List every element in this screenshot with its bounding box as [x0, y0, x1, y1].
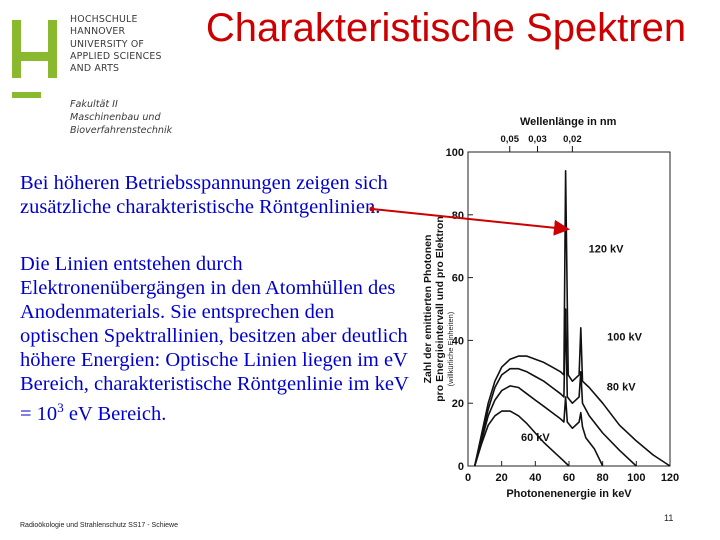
series-curve — [473, 170, 671, 467]
x-tick-label: 60 — [563, 472, 575, 484]
paragraph-intro: Bei höheren Betriebsspannungen zeigen si… — [20, 172, 388, 218]
x-tick-label: 80 — [597, 472, 609, 484]
y-axis-label-line1: Zahl der emittierten Photonen — [422, 235, 434, 384]
top-tick-label: 0,05 — [500, 134, 519, 145]
series-curve — [473, 410, 570, 467]
paragraph-tail: eV Bereich. — [63, 402, 167, 425]
y-tick-label: 20 — [452, 398, 464, 410]
logo-line: HANNOVER — [70, 26, 126, 38]
logo-h-mark — [12, 20, 57, 98]
series-label: 100 kV — [607, 331, 643, 343]
faculty-line: Bioverfahrenstechnik — [70, 125, 173, 136]
y-axis-label-note: (willkürliche Einheiten) — [446, 311, 455, 386]
x-tick-label: 20 — [496, 472, 508, 484]
logo-line: AND ARTS — [70, 63, 120, 75]
x-tick-label: 40 — [529, 472, 541, 484]
logo-line: UNIVERSITY OF — [70, 38, 145, 50]
y-tick-label: 100 — [446, 147, 464, 159]
series-label: 80 kV — [607, 382, 636, 394]
faculty-line: Fakultät II — [70, 99, 118, 110]
series-curve — [473, 308, 637, 467]
x-tick-label: 0 — [465, 472, 471, 484]
x-tick-label: 120 — [661, 472, 679, 484]
exponent: 3 — [57, 400, 64, 415]
top-tick-label: 0,03 — [528, 134, 547, 145]
page-number: 11 — [664, 513, 674, 523]
paragraph-explanation: Die Linien entstehen durch Elektronenübe… — [20, 252, 415, 426]
y-tick-label: 0 — [458, 461, 464, 473]
university-logo: HOCHSCHULE HANNOVER UNIVERSITY OF APPLIE… — [6, 8, 176, 138]
series-label: 60 kV — [521, 432, 550, 444]
slide-title: Charakteristische Spektren — [205, 6, 687, 50]
y-tick-label: 40 — [452, 335, 464, 347]
x-axis-label: Photonenenergie in keV — [506, 488, 632, 500]
xray-spectrum-chart: Wellenlänge in nm0,05 0,03 0,02 0 20 40 60 80 10… — [422, 116, 679, 500]
series-label: 120 kV — [589, 243, 625, 255]
paragraph-main: Die Linien entstehen durch Elektronenübe… — [20, 253, 409, 425]
logo-line: APPLIED SCIENCES — [70, 50, 162, 62]
footer-course: Radioökologie und Strahlenschutz SS17 - … — [20, 522, 178, 529]
y-axis-label-line2: pro Energieintervall und pro Elektron — [434, 216, 446, 402]
plot-frame — [467, 151, 671, 467]
faculty-line: Maschinenbau und — [70, 112, 161, 123]
x-tick-label: 100 — [627, 472, 645, 484]
series-curve — [473, 385, 604, 467]
logo-line: HOCHSCHULE — [70, 14, 138, 25]
y-tick-label: 80 — [452, 210, 464, 222]
logo-wordmark: HOCHSCHULE HANNOVER UNIVERSITY OF APPLIE… — [70, 14, 162, 75]
top-tick-label: 0,02 — [563, 134, 582, 145]
y-tick-label: 60 — [452, 273, 464, 285]
top-axis-label: Wellenlänge in nm — [520, 116, 617, 128]
faculty-name: Fakultät II Maschinenbau und Bioverfahre… — [70, 98, 172, 137]
